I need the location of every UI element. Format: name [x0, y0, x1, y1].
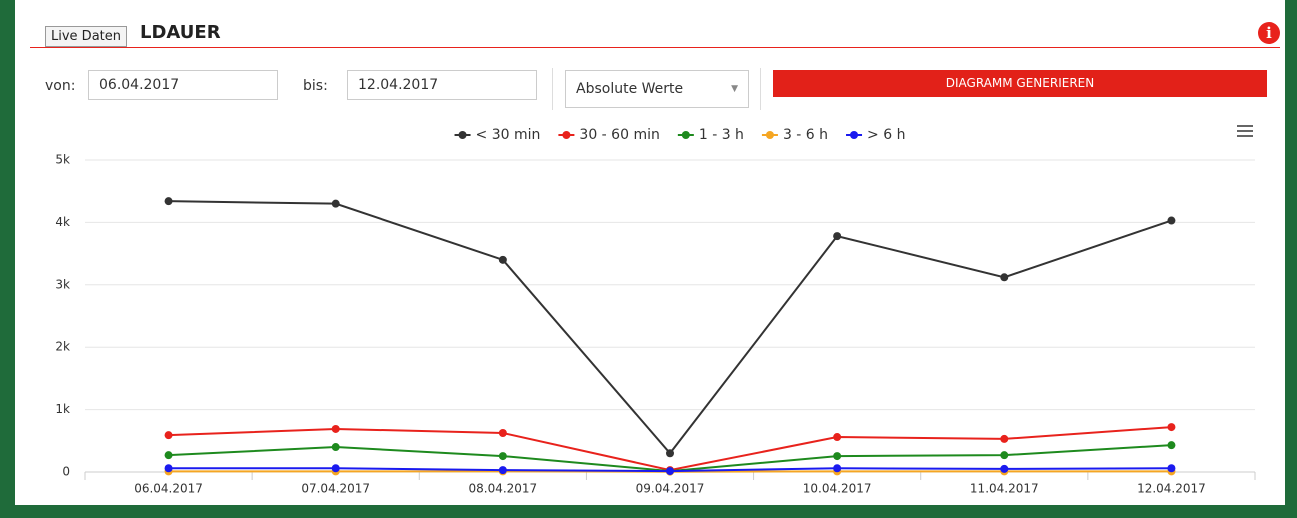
from-label: von:	[45, 78, 76, 94]
data-point	[164, 464, 173, 473]
data-point	[1000, 451, 1009, 460]
data-point	[1167, 441, 1176, 450]
y-tick-label: 0	[62, 465, 70, 479]
data-point	[833, 452, 842, 461]
data-point	[164, 197, 173, 206]
data-point	[1167, 423, 1176, 432]
x-tick-label: 06.04.2017	[134, 482, 203, 496]
data-point	[833, 464, 842, 473]
menu-bar	[1237, 125, 1253, 127]
legend-swatch	[681, 131, 690, 139]
data-point	[331, 424, 340, 433]
to-input[interactable]: 12.04.2017	[347, 70, 537, 100]
legend-item[interactable]: > 6 h	[846, 127, 905, 143]
data-point	[833, 433, 842, 442]
data-point	[164, 451, 173, 460]
data-point	[331, 443, 340, 452]
data-point	[1167, 464, 1176, 473]
info-icon[interactable]: i	[1258, 22, 1280, 44]
panel: LDAUER Live Daten i von: 06.04.2017 bis:…	[15, 0, 1285, 505]
legend-item[interactable]: 1 - 3 h	[677, 127, 744, 143]
menu-bar	[1237, 130, 1253, 132]
data-point	[331, 199, 340, 208]
mode-text: Absolute Werte	[576, 81, 684, 97]
x-tick-label: 12.04.2017	[1137, 482, 1206, 496]
page-title: LDAUER	[140, 22, 221, 43]
data-point	[498, 466, 507, 475]
y-tick-label: 1k	[55, 402, 70, 416]
x-tick-label: 11.04.2017	[970, 482, 1039, 496]
y-tick-label: 2k	[55, 340, 70, 354]
legend: < 30 min 30 - 60 min 1 - 3 h 3 - 6 h > 6 h	[454, 127, 905, 143]
x-tick-label: 10.04.2017	[803, 482, 872, 496]
legend-item[interactable]: 3 - 6 h	[761, 127, 828, 143]
y-tick-label: 3k	[55, 277, 70, 291]
legend-label: 30 - 60 min	[579, 127, 659, 143]
legend-label: 3 - 6 h	[783, 127, 828, 143]
data-point	[833, 232, 842, 241]
data-point	[1000, 434, 1009, 443]
data-point	[498, 429, 507, 437]
menu-bar	[1237, 135, 1253, 137]
legend-item[interactable]: < 30 min	[454, 127, 541, 143]
title-rule	[30, 47, 1280, 48]
select-arrow: ▼	[731, 84, 738, 94]
data-point	[498, 255, 507, 264]
tooltip: Live Daten	[45, 26, 127, 47]
x-tick-label: 07.04.2017	[301, 482, 370, 496]
legend-swatch	[850, 131, 859, 139]
data-point	[666, 467, 674, 476]
y-tick-label: 4k	[55, 215, 70, 229]
data-point	[498, 452, 507, 461]
from-input[interactable]: 06.04.2017	[88, 70, 278, 100]
separator	[552, 68, 553, 110]
data-point	[1000, 464, 1009, 473]
data-point	[666, 449, 674, 458]
menu-icon[interactable]	[1237, 125, 1253, 137]
separator	[760, 68, 761, 110]
legend-item[interactable]: 30 - 60 min	[558, 127, 660, 143]
legend-swatch	[562, 131, 571, 139]
legend-label: < 30 min	[476, 127, 541, 143]
y-tick-label: 5k	[55, 153, 70, 167]
legend-label: 1 - 3 h	[699, 127, 744, 143]
data-point	[331, 464, 340, 473]
generate-button[interactable]: DIAGRAMM GENERIEREN	[773, 70, 1267, 97]
x-tick-label: 09.04.2017	[636, 482, 705, 496]
legend-swatch	[765, 131, 774, 139]
legend-swatch	[458, 131, 467, 139]
series-line	[168, 200, 1172, 455]
legend-label: > 6 h	[867, 127, 905, 143]
data-point	[1167, 216, 1176, 225]
to-label: bis:	[303, 78, 328, 94]
mode-select[interactable]: Absolute Werte ▼	[565, 70, 749, 108]
data-point	[1000, 273, 1009, 282]
x-tick-label: 08.04.2017	[468, 482, 537, 496]
data-point	[164, 431, 173, 440]
